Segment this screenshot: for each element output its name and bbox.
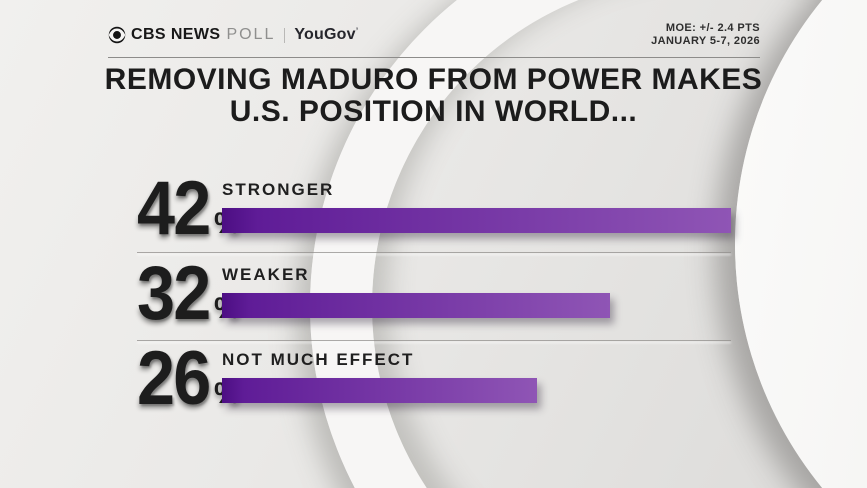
bar-group: WEAKER <box>222 266 610 318</box>
bar-group: NOT MUCH EFFECT <box>222 351 537 403</box>
bar-not-much-effect <box>222 378 537 403</box>
category-label-weaker: WEAKER <box>222 265 310 284</box>
title-line2: U.S. POSITION IN WORLD... <box>229 95 638 128</box>
page-title: REMOVING MADURO FROM POWER MAKES U.S. PO… <box>40 64 827 128</box>
yougov-wordmark: YouGov’ <box>294 26 359 43</box>
category-label-stronger: STRONGER <box>222 180 335 199</box>
poll-row-weaker: 32 % WEAKER <box>137 256 731 346</box>
bar-weaker <box>222 293 610 318</box>
row-divider <box>137 252 731 253</box>
percent-number: 26 <box>137 336 211 421</box>
header-rule <box>108 57 760 58</box>
bar-group: STRONGER <box>222 181 731 233</box>
title-line1: REMOVING MADURO FROM POWER MAKES <box>104 63 763 96</box>
bar-stronger <box>222 208 731 233</box>
category-label-not-much-effect: NOT MUCH EFFECT <box>222 350 415 369</box>
brand-row: CBS NEWS POLL YouGov’ <box>108 26 358 44</box>
percent-number: 32 <box>137 251 211 336</box>
bar-chart: 42 % STRONGER 32 % WEAKER 26 % <box>137 171 731 417</box>
moe-line2: JANUARY 5-7, 2026 <box>651 35 760 47</box>
poll-row-not-much-effect: 26 % NOT MUCH EFFECT <box>137 341 731 431</box>
poll-row-stronger: 42 % STRONGER <box>137 171 731 261</box>
yougov-mark: ’ <box>355 26 359 36</box>
row-divider <box>137 340 731 341</box>
cbs-eye-icon <box>108 26 126 44</box>
percent-value: 26 % <box>137 341 241 417</box>
percent-number: 42 <box>137 166 211 251</box>
moe-line1: MOE: +/- 2.4 PTS <box>665 22 760 34</box>
moe-note: MOE: +/- 2.4 PTS JANUARY 5-7, 2026 <box>651 22 760 48</box>
cbs-news-wordmark: CBS NEWS <box>131 26 221 43</box>
brand-divider <box>284 27 286 43</box>
poll-wordmark: POLL <box>226 26 276 43</box>
